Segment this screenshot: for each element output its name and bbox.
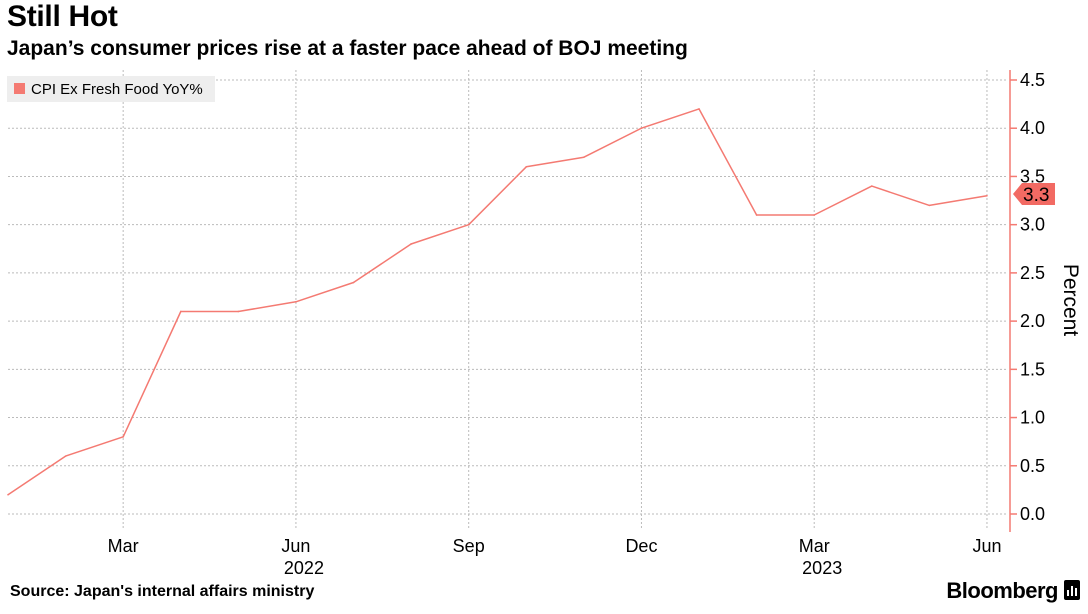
data-point bbox=[410, 243, 412, 245]
y-tick-label: 1.0 bbox=[1020, 408, 1045, 428]
x-tick-label: Mar bbox=[799, 536, 830, 556]
data-point bbox=[64, 455, 67, 457]
last-value-box bbox=[1013, 183, 1055, 205]
data-point bbox=[352, 281, 355, 284]
data-point bbox=[237, 310, 240, 313]
x-tick-label: Mar bbox=[108, 536, 139, 556]
y-tick-label: 2.5 bbox=[1020, 263, 1045, 283]
y-axis-label: Percent bbox=[1059, 264, 1082, 337]
grid-lines bbox=[8, 70, 1008, 530]
x-tick-label: Jun bbox=[281, 536, 310, 556]
x-year-label: 2023 bbox=[802, 558, 842, 578]
x-tick-label: Sep bbox=[453, 536, 485, 556]
y-tick-label: 4.5 bbox=[1020, 70, 1045, 90]
y-tick-label: 3.5 bbox=[1020, 166, 1045, 186]
x-tick-label: Jun bbox=[972, 536, 1001, 556]
legend-background bbox=[7, 76, 215, 102]
data-point bbox=[755, 214, 758, 216]
data-point bbox=[7, 493, 9, 496]
x-tick-label: Dec bbox=[625, 536, 657, 556]
y-axis: 0.0 0.5 1.0 1.5 2.0 2.5 3.0 3.5 4.0 4.5 bbox=[1009, 70, 1045, 532]
y-tick-label: 1.5 bbox=[1020, 359, 1045, 379]
data-point bbox=[813, 214, 816, 216]
legend: CPI Ex Fresh Food YoY% bbox=[7, 76, 215, 102]
data-point bbox=[122, 436, 124, 438]
chart-subtitle: Japan’s consumer prices rise at a faster… bbox=[7, 37, 688, 60]
chart-title: Still Hot bbox=[7, 0, 118, 33]
last-value-text: 3.3 bbox=[1023, 185, 1049, 206]
y-tick-label: 3.0 bbox=[1020, 215, 1045, 235]
y-tick-label: 0.5 bbox=[1020, 456, 1045, 476]
data-point bbox=[295, 301, 297, 303]
data-point bbox=[583, 156, 585, 158]
source-note: Source: Japan's internal affairs ministr… bbox=[10, 583, 315, 600]
data-point bbox=[179, 310, 182, 313]
last-value-label: 3.3 bbox=[1013, 183, 1055, 206]
y-tick-label: 4.0 bbox=[1020, 118, 1045, 138]
data-point bbox=[698, 108, 700, 110]
y-tick-label: 0.0 bbox=[1020, 504, 1045, 524]
data-point bbox=[640, 127, 643, 130]
series-line bbox=[7, 108, 988, 496]
data-point bbox=[467, 223, 470, 226]
bloomberg-bars-icon bbox=[1064, 580, 1080, 600]
y-tick-label: 2.0 bbox=[1020, 311, 1045, 331]
x-year-label: 2022 bbox=[284, 558, 324, 578]
data-point bbox=[870, 185, 873, 187]
bloomberg-logo-text: Bloomberg bbox=[946, 578, 1058, 603]
data-point bbox=[525, 166, 528, 168]
data-point bbox=[986, 194, 988, 197]
legend-swatch bbox=[14, 83, 25, 94]
data-point bbox=[928, 204, 931, 207]
series-layer bbox=[7, 108, 988, 496]
legend-label: CPI Ex Fresh Food YoY% bbox=[31, 81, 203, 98]
